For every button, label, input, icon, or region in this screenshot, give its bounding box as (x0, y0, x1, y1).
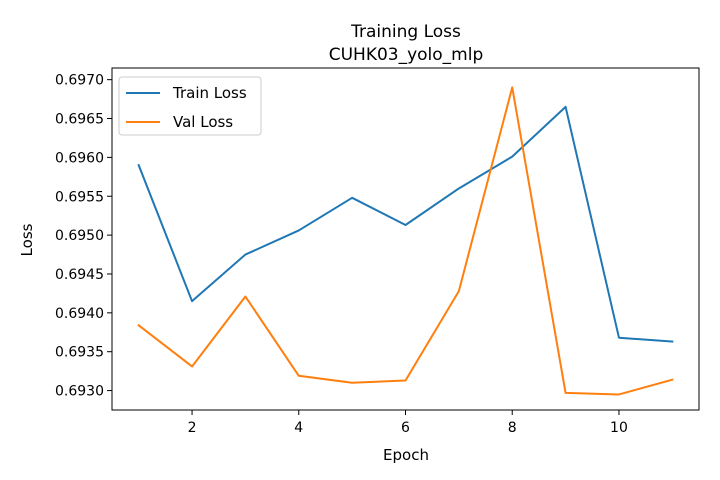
x-tick-label: 4 (294, 420, 303, 436)
x-axis-label: Epoch (383, 446, 429, 464)
y-tick-label: 0.6970 (55, 73, 104, 89)
y-tick-label: 0.6955 (55, 189, 104, 205)
y-tick-label: 0.6950 (55, 228, 104, 244)
legend-label: Train Loss (172, 84, 247, 102)
y-tick-label: 0.6940 (55, 306, 104, 322)
x-tick-label: 10 (610, 420, 628, 436)
y-axis: 0.6930 0.6935 0.6940 0.6945 0.6950 0.6955 0.69… (55, 73, 112, 400)
x-tick-label: 6 (401, 420, 410, 436)
plot-frame (111, 67, 700, 411)
x-tick-label: 2 (188, 420, 197, 436)
y-tick-label: 0.6935 (55, 345, 104, 361)
x-tick-label: 8 (508, 420, 517, 436)
y-axis-label: Loss (18, 223, 36, 256)
y-tick-label: 0.6945 (55, 267, 104, 283)
chart-subtitle: CUHK03_yolo_mlp (329, 45, 484, 65)
y-tick-label: 0.6965 (55, 112, 104, 128)
series-line-val-loss (137, 86, 674, 396)
series-line-train-loss (137, 105, 674, 343)
y-tick-label: 0.6930 (55, 384, 104, 400)
chart-title: Training Loss (350, 22, 461, 42)
x-axis: 2 4 6 8 10 (188, 410, 628, 436)
y-tick-label: 0.6960 (55, 150, 104, 166)
legend-box (118, 76, 262, 136)
legend: Train Loss Val Loss (118, 76, 262, 136)
legend-label: Val Loss (173, 113, 233, 131)
series-lines (137, 86, 674, 396)
